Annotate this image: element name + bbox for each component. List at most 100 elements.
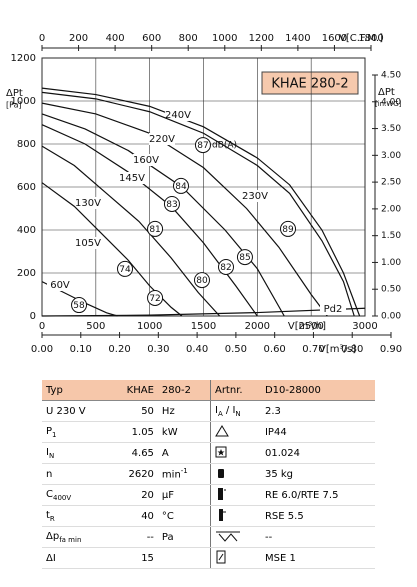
y-tick-label: 800 (17, 139, 36, 150)
y2-tick-label: 1.50 (381, 231, 401, 241)
x3-tick-label: 400 (106, 33, 125, 44)
x2-tick-label: 0.50 (225, 344, 247, 355)
cell: -- (260, 526, 375, 548)
sub: 1 (52, 430, 57, 439)
cell: D10-28000 (260, 380, 375, 401)
y2-tick-label: 1.00 (381, 258, 401, 268)
y-tick-label: 0 (30, 311, 36, 322)
icon-thermo (218, 508, 226, 521)
y2-tick-label: 3.50 (381, 124, 401, 134)
y2-tick-label: 2.00 (381, 204, 401, 214)
x3-label: V[C.F.M.] (339, 33, 383, 44)
cell: Typ (42, 380, 109, 401)
cell (209, 526, 261, 548)
curve (41, 307, 366, 317)
label-bg (119, 172, 145, 184)
table-row: ΔI 15 MSE 1 (42, 547, 375, 569)
y2-tick-label: 0.00 (381, 312, 401, 322)
x3-tick-label: 1600 (322, 33, 347, 44)
cell: 280-2 (157, 380, 211, 401)
y-tick-label: 1200 (11, 53, 36, 64)
table-row: Δpfa min -- Pa -- (42, 526, 375, 548)
cell: U 230 V (42, 400, 109, 422)
cell: IA / IN (209, 400, 261, 422)
x2-tick-label: 0.70 (302, 344, 324, 355)
x2-tick-label: 0.30 (147, 344, 169, 355)
db-label: 74 (119, 265, 131, 275)
table-row: P1 1.05 kW IP44 (42, 421, 375, 443)
spec-table: Typ KHAE 280-2 Artnr. D10-28000 U 230 V … (42, 380, 375, 569)
text: Δp (46, 530, 60, 542)
cell (209, 463, 261, 485)
y2-tick-label: 4.50 (381, 71, 401, 81)
cell: 2.3 (260, 400, 375, 422)
y-tick-label: 400 (17, 225, 36, 236)
label-bg (149, 133, 175, 145)
cell: Pa (157, 526, 211, 548)
x2-tick-label: 0.00 (31, 344, 53, 355)
y2-tick-label: 0.50 (381, 285, 401, 295)
x2-tick-label: 0.40 (186, 344, 208, 355)
cell: 4.65 (108, 442, 158, 464)
text: min (161, 469, 181, 481)
series-label: 145V (119, 173, 145, 184)
sub: 400V (52, 493, 72, 502)
table-row: n 2620 min-1 35 kg (42, 463, 375, 485)
x-label: V[m³/h] (288, 321, 326, 332)
sub: A (217, 409, 223, 418)
table-row: tR 40 °C RSE 5.5 (42, 505, 375, 527)
cell: 2620 (108, 463, 158, 485)
db-marker (117, 260, 134, 277)
x-tick-label: 0 (39, 321, 45, 332)
x-tick-label: 1000 (137, 321, 162, 332)
chart: KHAE 280-2 V[C.F.M.] ΔPt [Pa] ΔPt [in.WG… (6, 33, 402, 355)
sup: -1 (180, 467, 188, 476)
x-tick-label: 2500 (298, 321, 323, 332)
cell: 40 (108, 505, 158, 527)
series-label: Pd2 (324, 304, 343, 315)
cell (209, 505, 261, 527)
cell (209, 421, 261, 443)
db-label: 85 (239, 253, 250, 263)
icon-switch (216, 550, 226, 563)
curve (41, 145, 221, 317)
table-row: U 230 V 50 Hz IA / IN 2.3 (42, 400, 375, 422)
db-marker (193, 272, 210, 289)
curve (41, 182, 183, 317)
x3-tick-label: 200 (69, 33, 88, 44)
db-label: 81 (149, 225, 160, 235)
y2-tick-label: 4.00 (381, 97, 401, 107)
table-row: IN 4.65 A 01.024 (42, 442, 375, 464)
db-label: 83 (166, 200, 177, 210)
cell: RE 6.0/RTE 7.5 (260, 484, 375, 506)
db-marker (172, 177, 189, 194)
db-label: 82 (220, 263, 231, 273)
x3-tick-label: 600 (142, 33, 161, 44)
x-tick-label: 3000 (352, 321, 377, 332)
text: C (46, 488, 53, 500)
y-unit: [Pa] (6, 101, 22, 110)
text: P (46, 425, 53, 437)
cell: C400V (42, 484, 109, 506)
cell: tR (42, 505, 109, 527)
label-bg (75, 237, 101, 249)
series-label: 160V (133, 155, 159, 166)
text: / I (225, 404, 236, 416)
db-marker (194, 137, 211, 154)
x3-tick-label: 1200 (249, 33, 274, 44)
x2-tick-label: 0.20 (108, 344, 130, 355)
db-marker (147, 220, 164, 237)
cell: n (42, 463, 109, 485)
x2-tick-label: 0.10 (70, 344, 92, 355)
cell: 35 kg (260, 463, 375, 485)
x3-tick-label: 800 (179, 33, 198, 44)
cell: KHAE (108, 380, 158, 401)
text: I (214, 404, 218, 416)
x3-tick-label: 0 (39, 33, 45, 44)
y-tick-label: 200 (17, 268, 36, 279)
x3-tick-label: 1400 (285, 33, 310, 44)
y2-unit: [in.WG] (375, 100, 402, 108)
x-tick-label: 1500 (191, 321, 216, 332)
cell: IP44 (260, 421, 375, 443)
